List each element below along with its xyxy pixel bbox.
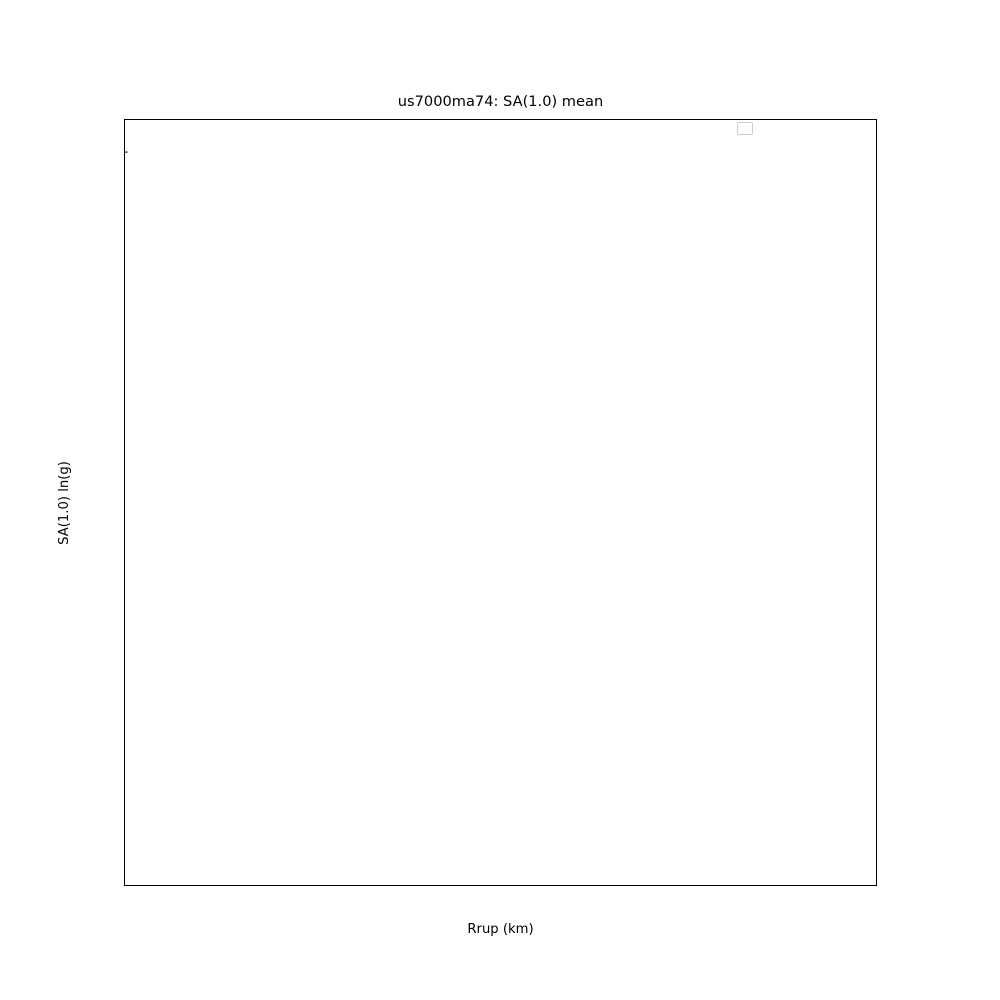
plot-axes — [124, 119, 877, 886]
legend-box[interactable] — [737, 122, 753, 135]
x-axis-label: Rrup (km) — [467, 922, 534, 937]
plot-drawing-area — [124, 151, 128, 153]
y-axis-label: SA(1.0) ln(g) — [57, 460, 72, 545]
page-title: us7000ma74: SA(1.0) mean — [397, 93, 604, 110]
